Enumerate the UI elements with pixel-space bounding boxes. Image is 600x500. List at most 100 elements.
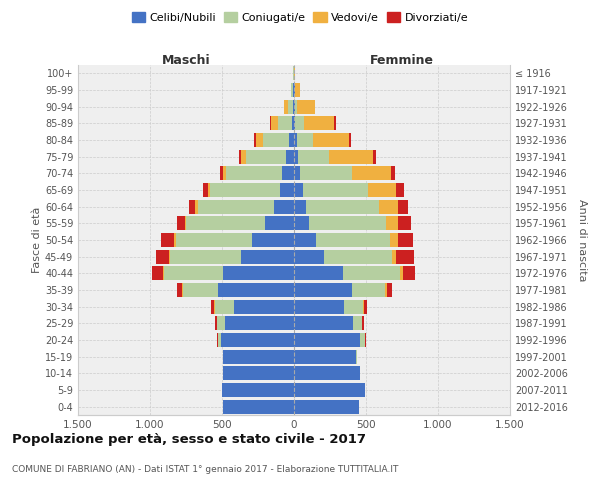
Bar: [152, 266, 163, 280]
Bar: [189, 200, 196, 214]
Bar: [294, 183, 302, 197]
Bar: [294, 100, 295, 114]
Bar: [241, 150, 246, 164]
Bar: [309, 216, 386, 230]
Bar: [169, 250, 170, 264]
Bar: [352, 283, 385, 297]
Bar: [294, 283, 352, 297]
Bar: [222, 383, 294, 397]
Bar: [246, 150, 286, 164]
Y-axis label: Anni di nascita: Anni di nascita: [577, 198, 587, 281]
Bar: [294, 383, 365, 397]
Bar: [288, 100, 293, 114]
Bar: [157, 250, 169, 264]
Bar: [344, 300, 363, 314]
Bar: [176, 216, 185, 230]
Bar: [387, 283, 392, 297]
Bar: [294, 400, 359, 414]
Bar: [294, 166, 301, 180]
Bar: [183, 283, 218, 297]
Bar: [392, 250, 396, 264]
Text: Femmine: Femmine: [370, 54, 434, 66]
Bar: [294, 216, 309, 230]
Bar: [294, 83, 295, 97]
Bar: [301, 166, 352, 180]
Bar: [313, 133, 349, 147]
Bar: [353, 316, 362, 330]
Bar: [386, 216, 398, 230]
Bar: [203, 183, 208, 197]
Bar: [396, 183, 404, 197]
Bar: [217, 333, 218, 347]
Bar: [164, 266, 223, 280]
Bar: [220, 166, 223, 180]
Bar: [292, 83, 293, 97]
Bar: [256, 133, 263, 147]
Bar: [390, 233, 398, 247]
Bar: [270, 116, 271, 130]
Bar: [161, 233, 175, 247]
Bar: [217, 316, 225, 330]
Bar: [360, 333, 365, 347]
Bar: [223, 366, 294, 380]
Bar: [289, 133, 294, 147]
Bar: [186, 216, 265, 230]
Bar: [208, 183, 211, 197]
Bar: [294, 200, 305, 214]
Bar: [215, 316, 217, 330]
Bar: [349, 133, 351, 147]
Bar: [218, 333, 221, 347]
Bar: [283, 166, 294, 180]
Bar: [334, 116, 336, 130]
Bar: [274, 200, 294, 214]
Bar: [352, 166, 391, 180]
Bar: [295, 100, 298, 114]
Bar: [364, 300, 367, 314]
Bar: [280, 183, 294, 197]
Bar: [233, 300, 294, 314]
Bar: [293, 100, 294, 114]
Legend: Celibi/Nubili, Coniugati/e, Vedovi/e, Divorziati/e: Celibi/Nubili, Coniugati/e, Vedovi/e, Di…: [127, 8, 473, 28]
Bar: [241, 250, 294, 264]
Bar: [398, 233, 413, 247]
Bar: [223, 400, 294, 414]
Bar: [363, 300, 364, 314]
Bar: [211, 183, 280, 197]
Bar: [211, 300, 214, 314]
Bar: [294, 300, 344, 314]
Bar: [263, 133, 289, 147]
Bar: [403, 266, 415, 280]
Bar: [329, 150, 373, 164]
Bar: [225, 316, 294, 330]
Bar: [182, 283, 183, 297]
Bar: [302, 183, 368, 197]
Bar: [373, 150, 376, 164]
Bar: [223, 350, 294, 364]
Bar: [292, 116, 294, 130]
Bar: [271, 116, 278, 130]
Bar: [304, 116, 334, 130]
Bar: [294, 233, 316, 247]
Bar: [176, 233, 252, 247]
Bar: [185, 216, 186, 230]
Bar: [396, 250, 413, 264]
Bar: [400, 266, 403, 280]
Bar: [295, 116, 304, 130]
Bar: [163, 266, 164, 280]
Bar: [215, 300, 233, 314]
Bar: [294, 316, 353, 330]
Bar: [284, 100, 288, 114]
Bar: [391, 166, 395, 180]
Bar: [239, 150, 241, 164]
Bar: [294, 266, 343, 280]
Bar: [286, 150, 294, 164]
Bar: [294, 116, 295, 130]
Bar: [297, 133, 313, 147]
Bar: [305, 200, 379, 214]
Bar: [214, 300, 215, 314]
Bar: [385, 283, 387, 297]
Bar: [221, 333, 294, 347]
Bar: [316, 233, 390, 247]
Bar: [278, 116, 292, 130]
Bar: [323, 250, 392, 264]
